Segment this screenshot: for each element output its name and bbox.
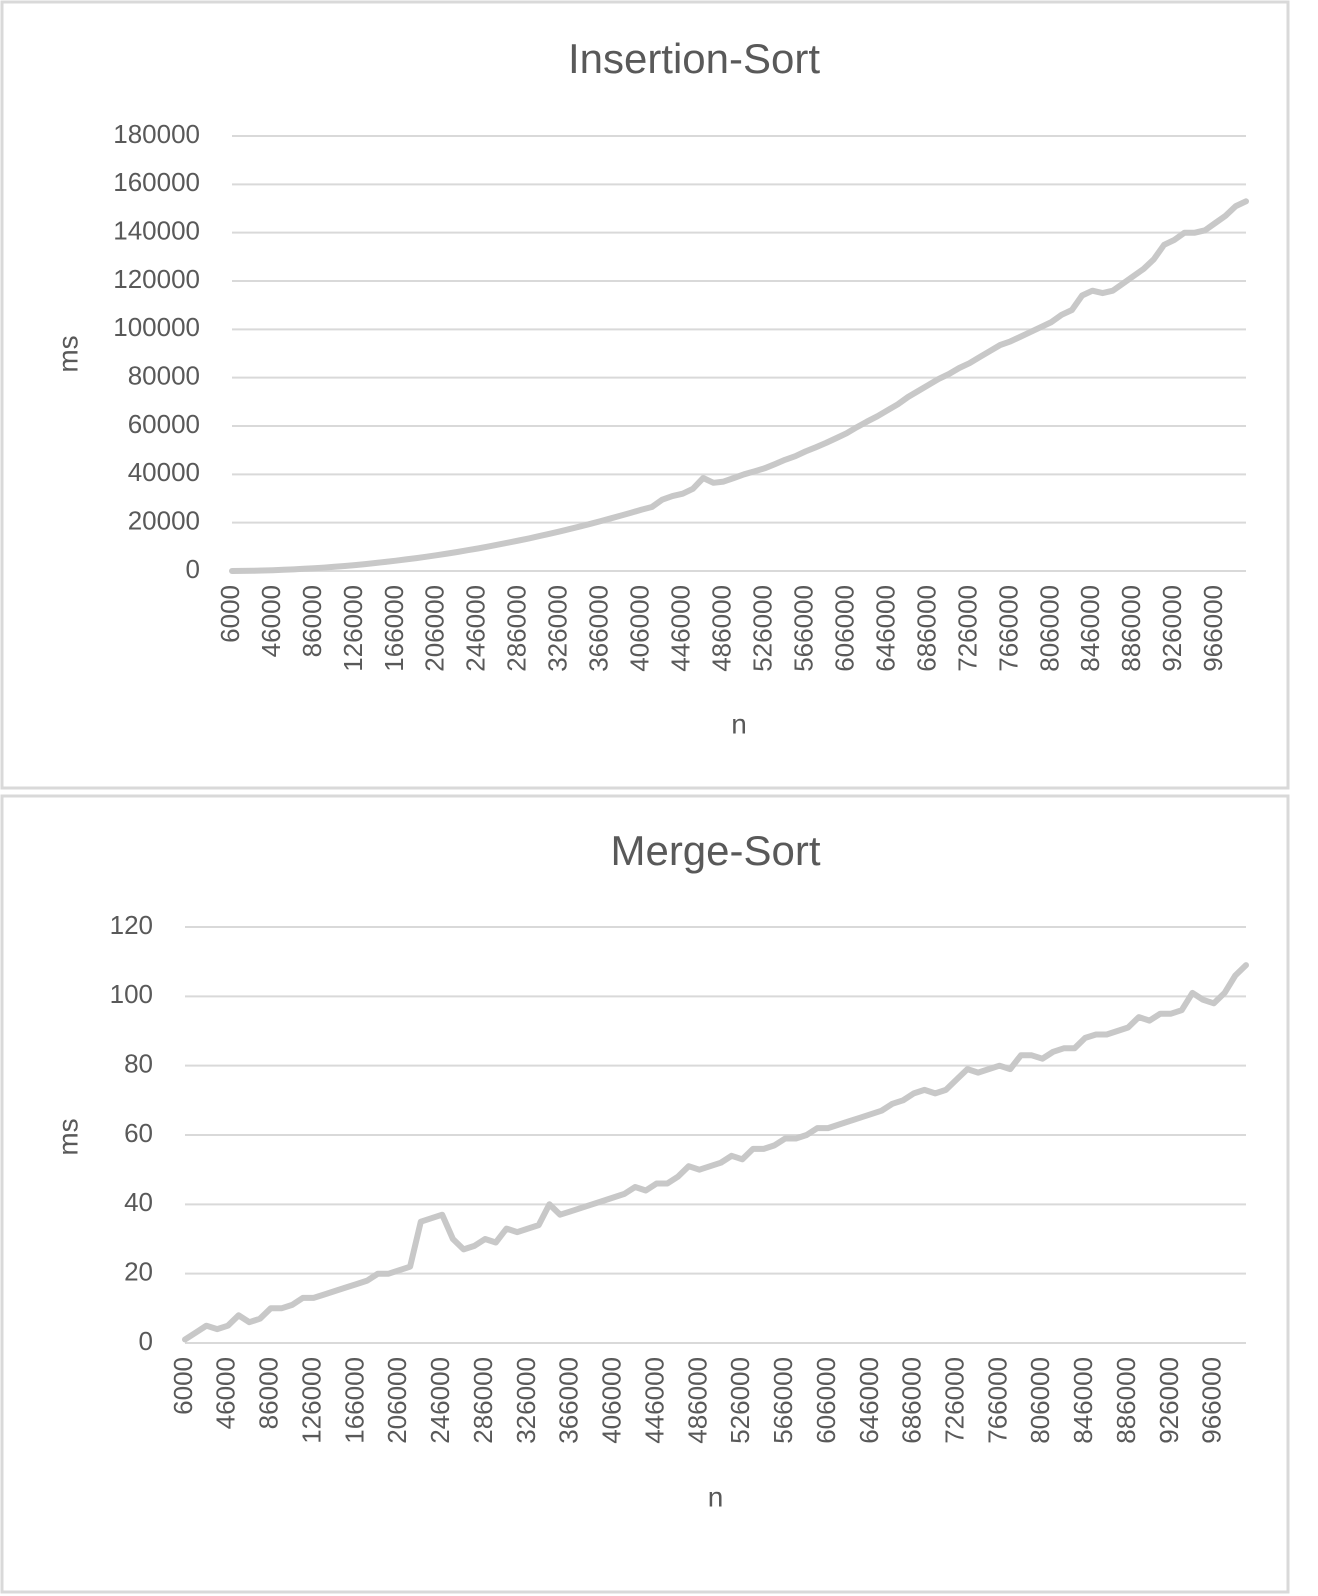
y-tick-label: 120000 bbox=[113, 264, 200, 294]
x-tick-label: 366000 bbox=[554, 1357, 584, 1444]
chart: Merge-Sort 0 20 40 60 80 100 120 6000 46000 86000 1… bbox=[0, 794, 1290, 1594]
chart-frame bbox=[0, 794, 1290, 1594]
x-tick-label: 566000 bbox=[768, 1357, 798, 1444]
x-tick-label: 526000 bbox=[725, 1357, 755, 1444]
x-tick-label: 606000 bbox=[829, 585, 859, 672]
x-tick-label: 46000 bbox=[256, 585, 286, 657]
chart-frame bbox=[0, 0, 1290, 790]
y-tick-label: 120 bbox=[110, 910, 153, 940]
x-tick-label: 886000 bbox=[1111, 1357, 1141, 1444]
x-tick-label: 166000 bbox=[339, 1357, 369, 1444]
x-tick-label: 126000 bbox=[296, 1357, 326, 1444]
x-tick-label: 646000 bbox=[854, 1357, 884, 1444]
x-tick-label: 966000 bbox=[1197, 1357, 1227, 1444]
x-tick-label: 726000 bbox=[952, 585, 982, 672]
y-tick-label: 40000 bbox=[128, 457, 200, 487]
x-tick-label: 6000 bbox=[168, 1357, 198, 1415]
x-tick-label: 726000 bbox=[940, 1357, 970, 1444]
x-tick-label: 246000 bbox=[425, 1357, 455, 1444]
x-tick-label: 286000 bbox=[502, 585, 532, 672]
chart-title: Insertion-Sort bbox=[568, 35, 820, 82]
x-tick-label: 606000 bbox=[811, 1357, 841, 1444]
x-axis-title: n bbox=[731, 708, 747, 739]
y-tick-label: 20000 bbox=[128, 506, 200, 536]
x-tick-label: 926000 bbox=[1157, 585, 1187, 672]
x-tick-label: 406000 bbox=[625, 585, 655, 672]
x-tick-label: 206000 bbox=[420, 585, 450, 672]
x-tick-label: 486000 bbox=[682, 1357, 712, 1444]
x-tick-label: 886000 bbox=[1116, 585, 1146, 672]
y-tick-label: 20 bbox=[124, 1257, 153, 1287]
x-tick-label: 646000 bbox=[870, 585, 900, 672]
x-tick-label: 806000 bbox=[1025, 1357, 1055, 1444]
x-tick-label: 926000 bbox=[1154, 1357, 1184, 1444]
y-tick-label: 40 bbox=[124, 1187, 153, 1217]
x-tick-label: 446000 bbox=[639, 1357, 669, 1444]
y-tick-label: 80000 bbox=[128, 361, 200, 391]
x-tick-label: 846000 bbox=[1068, 1357, 1098, 1444]
x-tick-label: 766000 bbox=[993, 585, 1023, 672]
x-tick-label: 486000 bbox=[707, 585, 737, 672]
x-tick-label: 6000 bbox=[215, 585, 245, 643]
x-tick-label: 686000 bbox=[897, 1357, 927, 1444]
y-tick-label: 160000 bbox=[113, 167, 200, 197]
y-tick-label: 100000 bbox=[113, 312, 200, 342]
data-line bbox=[229, 198, 1249, 574]
y-tick-label: 180000 bbox=[113, 119, 200, 149]
x-tick-label: 766000 bbox=[982, 1357, 1012, 1444]
chart-title: Merge-Sort bbox=[610, 827, 820, 874]
y-tick-label: 0 bbox=[186, 554, 200, 584]
x-tick-label: 246000 bbox=[461, 585, 491, 672]
x-tick-label: 286000 bbox=[468, 1357, 498, 1444]
x-tick-label: 206000 bbox=[382, 1357, 412, 1444]
x-tick-label: 526000 bbox=[747, 585, 777, 672]
y-tick-label: 60000 bbox=[128, 409, 200, 439]
x-tick-label: 126000 bbox=[338, 585, 368, 672]
x-axis-title: n bbox=[708, 1481, 724, 1512]
data-line bbox=[182, 962, 1249, 1343]
x-tick-label: 86000 bbox=[297, 585, 327, 657]
x-tick-label: 326000 bbox=[511, 1357, 541, 1444]
x-tick-label: 966000 bbox=[1198, 585, 1228, 672]
x-tick-label: 446000 bbox=[666, 585, 696, 672]
x-tick-label: 566000 bbox=[788, 585, 818, 672]
y-axis-title: ms bbox=[52, 1118, 83, 1155]
x-tick-label: 46000 bbox=[211, 1357, 241, 1429]
y-tick-label: 100 bbox=[110, 979, 153, 1009]
y-axis-title: ms bbox=[52, 335, 83, 372]
x-tick-label: 846000 bbox=[1075, 585, 1105, 672]
y-tick-label: 80 bbox=[124, 1049, 153, 1079]
x-tick-label: 686000 bbox=[911, 585, 941, 672]
y-tick-label: 60 bbox=[124, 1118, 153, 1148]
x-tick-label: 86000 bbox=[254, 1357, 284, 1429]
x-tick-label: 366000 bbox=[584, 585, 614, 672]
x-tick-label: 806000 bbox=[1034, 585, 1064, 672]
chart: Insertion-Sort 0 20000 40000 60000 80000 10000… bbox=[0, 0, 1290, 790]
y-tick-label: 0 bbox=[139, 1326, 153, 1356]
x-tick-label: 166000 bbox=[379, 585, 409, 672]
y-tick-label: 140000 bbox=[113, 216, 200, 246]
x-tick-label: 326000 bbox=[543, 585, 573, 672]
x-tick-label: 406000 bbox=[597, 1357, 627, 1444]
